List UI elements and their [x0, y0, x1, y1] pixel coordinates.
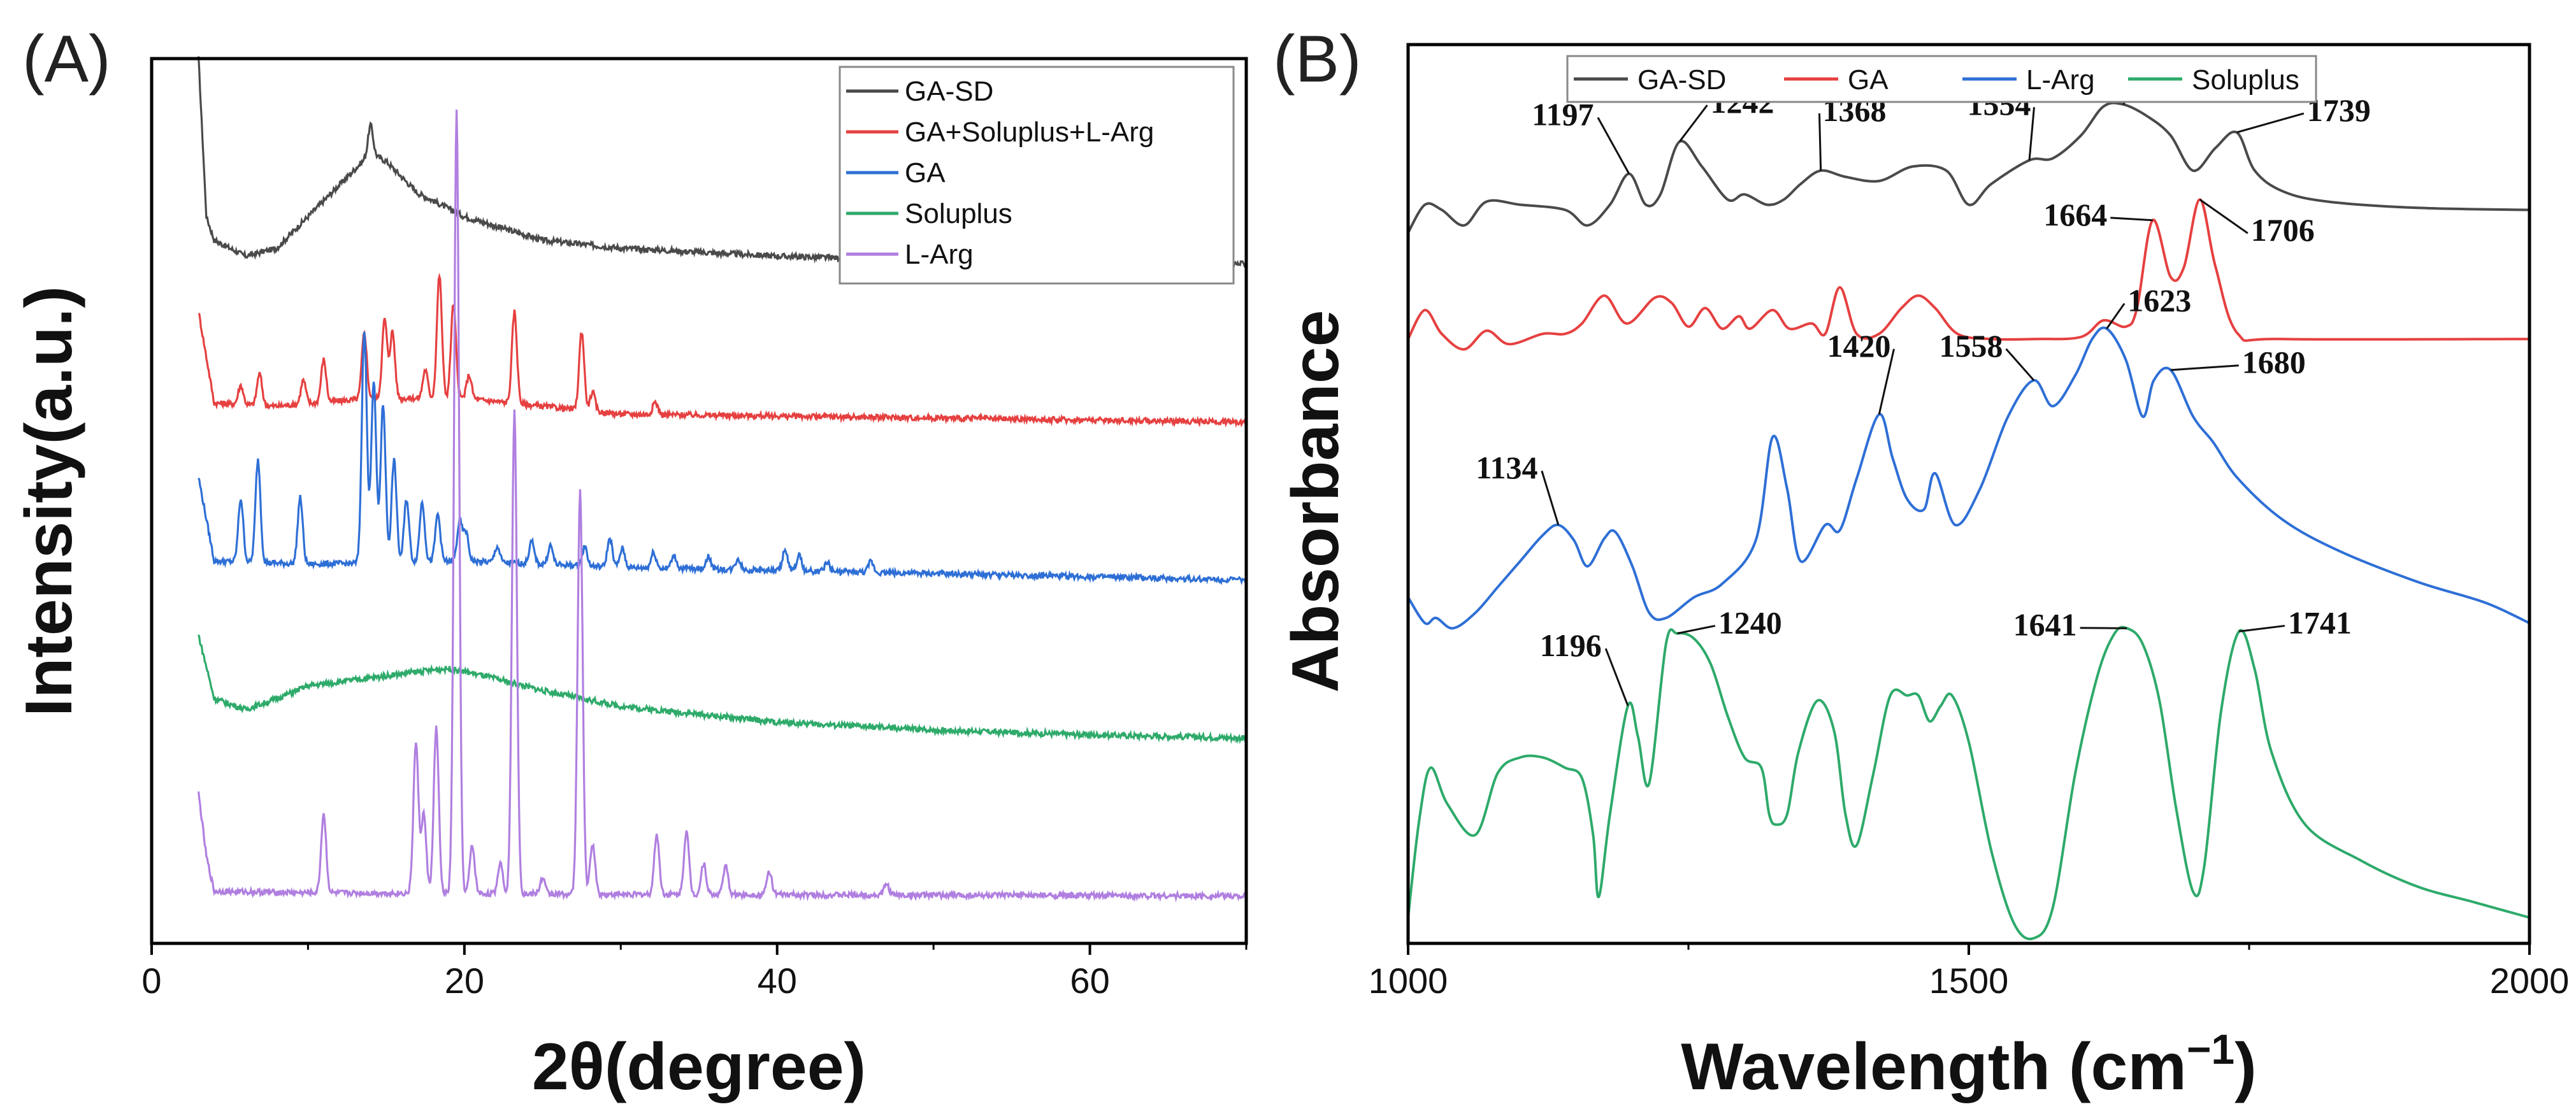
ftir-x-axis-title-main: Wavelength (cm	[1681, 1030, 2187, 1104]
ftir-x-axis-title-close: )	[2234, 1030, 2257, 1104]
ftir-annotation-leader	[2005, 348, 2035, 382]
ftir-annotation-leader	[1604, 648, 1629, 706]
ftir-x-tick-label: 2000	[2490, 961, 2570, 1001]
xrd-series-soluplus	[198, 634, 1248, 745]
ftir-series-ga-sd	[1407, 101, 2530, 234]
ftir-annotation-label: 1664	[2043, 197, 2107, 232]
ftir-series-l-arg	[1407, 326, 2530, 630]
xrd-legend-label: L-Arg	[905, 239, 974, 270]
ftir-peak-annotations: 1197124213681554163817391664170611341420…	[1476, 55, 2371, 706]
panel-a-label: (A)	[22, 22, 111, 96]
ftir-annotation-leader	[1597, 117, 1630, 175]
ftir-legend-label: Soluplus	[2192, 64, 2299, 96]
ftir-series-soluplus	[1407, 626, 2530, 941]
ftir-curves	[1407, 101, 2530, 941]
ftir-legend-label: GA	[1848, 64, 1889, 96]
xrd-series-ga	[198, 331, 1248, 585]
xrd-x-ticks: 0 20 40 60	[141, 943, 1248, 1001]
xrd-legend: GA-SD GA+Soluplus+L-Arg GA Soluplus L-Arg	[838, 66, 1235, 285]
ftir-annotation-label: 1741	[2288, 604, 2352, 640]
ftir-annotation-leader	[2028, 107, 2036, 161]
xrd-legend-label: GA	[905, 157, 946, 189]
xrd-y-axis-title: Intensity(a.u.)	[12, 286, 86, 717]
ftir-x-tick-label: 1500	[1929, 961, 2009, 1001]
ftir-legend-label: GA-SD	[1637, 64, 1726, 96]
ftir-annotation-label: 1641	[2013, 607, 2077, 643]
ftir-annotation-leader	[2170, 364, 2239, 371]
ftir-legend-box	[1566, 55, 2317, 103]
ftir-x-ticks: 1000 1500 2000	[1369, 943, 2570, 1001]
panel-b-label: (B)	[1273, 22, 1362, 96]
xrd-legend-label: GA+Soluplus+L-Arg	[905, 117, 1154, 148]
ftir-annotation-label: 1706	[2251, 212, 2315, 248]
ftir-annotation-leader	[2106, 303, 2126, 329]
xrd-legend-label: GA-SD	[905, 76, 993, 107]
ftir-x-axis-title: Wavelength (cm−1)	[1681, 1026, 2257, 1104]
xrd-series-l-arg	[198, 110, 1248, 903]
ftir-annotation-leader	[1818, 113, 1822, 171]
ftir-annotation-label: 1134	[1476, 450, 1537, 485]
ftir-annotation-leader	[1541, 470, 1560, 526]
ftir-annotation-label: 1420	[1827, 328, 1891, 364]
ftir-x-axis-title-sup: −1	[2187, 1026, 2234, 1073]
xrd-x-tick-label: 0	[141, 961, 161, 1001]
xrd-legend-label: Soluplus	[905, 198, 1012, 229]
ftir-annotation-label: 1680	[2242, 345, 2306, 380]
xrd-chart-panel: (A) 0 20 40 60 GA-SD GA+Soluplus+L-Arg GA Solu…	[12, 22, 1248, 1104]
ftir-chart-panel: (B) 119712421368155416381739166417061134…	[1273, 22, 2569, 1104]
ftir-annotation-leader	[2238, 624, 2285, 633]
ftir-annotation-leader	[2080, 627, 2127, 629]
ftir-x-tick-label: 1000	[1369, 961, 1448, 1001]
ftir-annotation-leader	[2199, 199, 2249, 234]
ftir-annotation-label: 1623	[2127, 282, 2191, 318]
ftir-annotation-label: 1196	[1540, 627, 1602, 663]
ftir-series-ga	[1407, 198, 2530, 351]
xrd-x-tick-label: 60	[1070, 961, 1109, 1001]
ftir-legend: GA-SD GA L-Arg Soluplus	[1566, 55, 2317, 103]
ftir-y-axis-title: Absorbance	[1279, 310, 1353, 692]
xrd-x-tick-label: 40	[758, 961, 797, 1001]
ftir-legend-label: L-Arg	[2026, 64, 2095, 96]
xrd-x-tick-label: 20	[445, 961, 484, 1001]
ftir-annotation-label: 1739	[2307, 92, 2371, 128]
ftir-annotation-leader	[1677, 624, 1716, 634]
ftir-annotation-label: 1558	[1939, 328, 2003, 364]
ftir-annotation-leader	[2110, 217, 2153, 222]
xrd-x-axis-title: 2θ(degree)	[532, 1030, 866, 1104]
xrd-plot-frame	[150, 57, 1248, 945]
ftir-plot-frame	[1406, 43, 2531, 945]
ftir-annotation-leader	[1678, 104, 1708, 143]
ftir-annotation-leader	[1878, 348, 1895, 415]
ftir-annotation-label: 1240	[1718, 604, 1782, 640]
ftir-annotation-leader	[2236, 112, 2305, 134]
xrd-legend-box	[838, 66, 1235, 285]
xrd-series-ga-soluplus-l-arg	[198, 273, 1247, 428]
